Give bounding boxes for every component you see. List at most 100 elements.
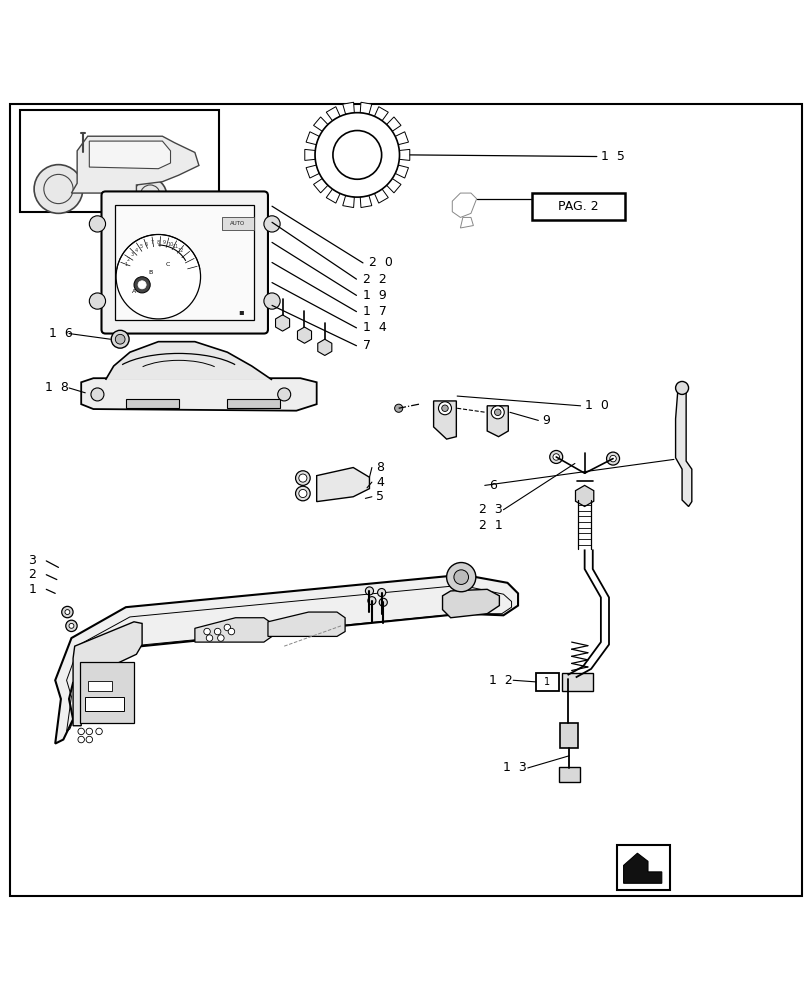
- Circle shape: [91, 388, 104, 401]
- Circle shape: [228, 628, 234, 635]
- Circle shape: [264, 293, 280, 309]
- Circle shape: [69, 623, 74, 628]
- Polygon shape: [89, 141, 170, 169]
- Circle shape: [446, 563, 475, 592]
- Circle shape: [277, 388, 290, 401]
- Text: 3: 3: [130, 252, 133, 257]
- Polygon shape: [297, 327, 311, 343]
- Bar: [227, 398, 280, 408]
- Polygon shape: [675, 386, 691, 506]
- Polygon shape: [275, 315, 290, 331]
- Polygon shape: [433, 401, 456, 439]
- Polygon shape: [326, 189, 340, 203]
- Circle shape: [333, 131, 381, 179]
- Circle shape: [298, 489, 307, 498]
- Bar: [558, 767, 579, 782]
- Bar: [560, 723, 577, 748]
- Text: ▪: ▪: [238, 307, 243, 316]
- Polygon shape: [55, 575, 517, 744]
- Polygon shape: [360, 102, 371, 114]
- Circle shape: [295, 486, 310, 501]
- Polygon shape: [79, 662, 134, 723]
- Polygon shape: [386, 117, 401, 131]
- Circle shape: [315, 113, 399, 197]
- Circle shape: [86, 736, 92, 743]
- Polygon shape: [623, 853, 661, 883]
- Circle shape: [204, 628, 210, 635]
- Text: 7: 7: [363, 339, 371, 352]
- Circle shape: [441, 405, 448, 411]
- Text: 4: 4: [375, 476, 384, 489]
- Text: 9: 9: [542, 414, 550, 427]
- Text: A: A: [131, 289, 136, 294]
- Circle shape: [377, 589, 385, 597]
- Text: 4: 4: [135, 248, 138, 253]
- Polygon shape: [81, 378, 316, 411]
- Polygon shape: [313, 117, 328, 131]
- Circle shape: [491, 406, 504, 419]
- Circle shape: [134, 277, 150, 293]
- Text: 7: 7: [151, 240, 154, 245]
- Text: 1  9: 1 9: [363, 289, 386, 302]
- Polygon shape: [342, 195, 354, 208]
- Text: 2: 2: [127, 257, 130, 262]
- Text: 2  1: 2 1: [478, 519, 502, 532]
- Text: 1  7: 1 7: [363, 305, 386, 318]
- Text: 5: 5: [375, 490, 384, 503]
- Bar: [20, 110, 219, 212]
- Text: 11: 11: [172, 244, 178, 249]
- Polygon shape: [326, 107, 340, 121]
- Circle shape: [394, 404, 402, 412]
- Polygon shape: [395, 132, 408, 145]
- Text: 2  3: 2 3: [478, 503, 502, 516]
- Polygon shape: [374, 107, 388, 121]
- Polygon shape: [342, 102, 354, 114]
- Circle shape: [111, 330, 129, 348]
- Text: 6: 6: [488, 479, 496, 492]
- Polygon shape: [399, 149, 410, 160]
- Text: 2  2: 2 2: [363, 273, 386, 286]
- Text: 1  0: 1 0: [584, 399, 607, 412]
- Bar: [561, 673, 592, 691]
- Circle shape: [552, 454, 559, 460]
- Text: 8: 8: [157, 240, 160, 245]
- Circle shape: [66, 620, 77, 632]
- Circle shape: [214, 628, 221, 635]
- Polygon shape: [71, 136, 199, 193]
- Polygon shape: [386, 179, 401, 193]
- Circle shape: [217, 635, 224, 641]
- Bar: [126, 398, 178, 408]
- Bar: [88, 681, 112, 691]
- Text: 3: 3: [28, 554, 36, 567]
- Polygon shape: [306, 165, 319, 178]
- Circle shape: [138, 281, 146, 289]
- Circle shape: [379, 598, 387, 606]
- Bar: [535, 673, 558, 691]
- FancyBboxPatch shape: [101, 191, 268, 334]
- Circle shape: [367, 597, 375, 605]
- Circle shape: [78, 736, 84, 743]
- Text: 9: 9: [163, 240, 165, 245]
- Text: 2: 2: [28, 568, 36, 581]
- Circle shape: [86, 728, 92, 735]
- Text: 8: 8: [375, 461, 384, 474]
- Circle shape: [115, 334, 125, 344]
- Text: AUTO: AUTO: [230, 221, 245, 226]
- Circle shape: [453, 570, 468, 584]
- Text: C: C: [165, 262, 170, 267]
- Polygon shape: [105, 342, 272, 380]
- Polygon shape: [487, 406, 508, 437]
- Circle shape: [365, 587, 373, 595]
- Polygon shape: [268, 612, 345, 636]
- Circle shape: [134, 178, 166, 211]
- Polygon shape: [195, 618, 272, 642]
- Polygon shape: [313, 179, 328, 193]
- Bar: [531, 193, 624, 220]
- Text: 6: 6: [144, 242, 148, 247]
- Circle shape: [89, 293, 105, 309]
- Circle shape: [65, 610, 70, 614]
- Text: PAG. 2: PAG. 2: [557, 200, 598, 213]
- Circle shape: [89, 216, 105, 232]
- Circle shape: [494, 409, 500, 416]
- Bar: [221, 217, 254, 230]
